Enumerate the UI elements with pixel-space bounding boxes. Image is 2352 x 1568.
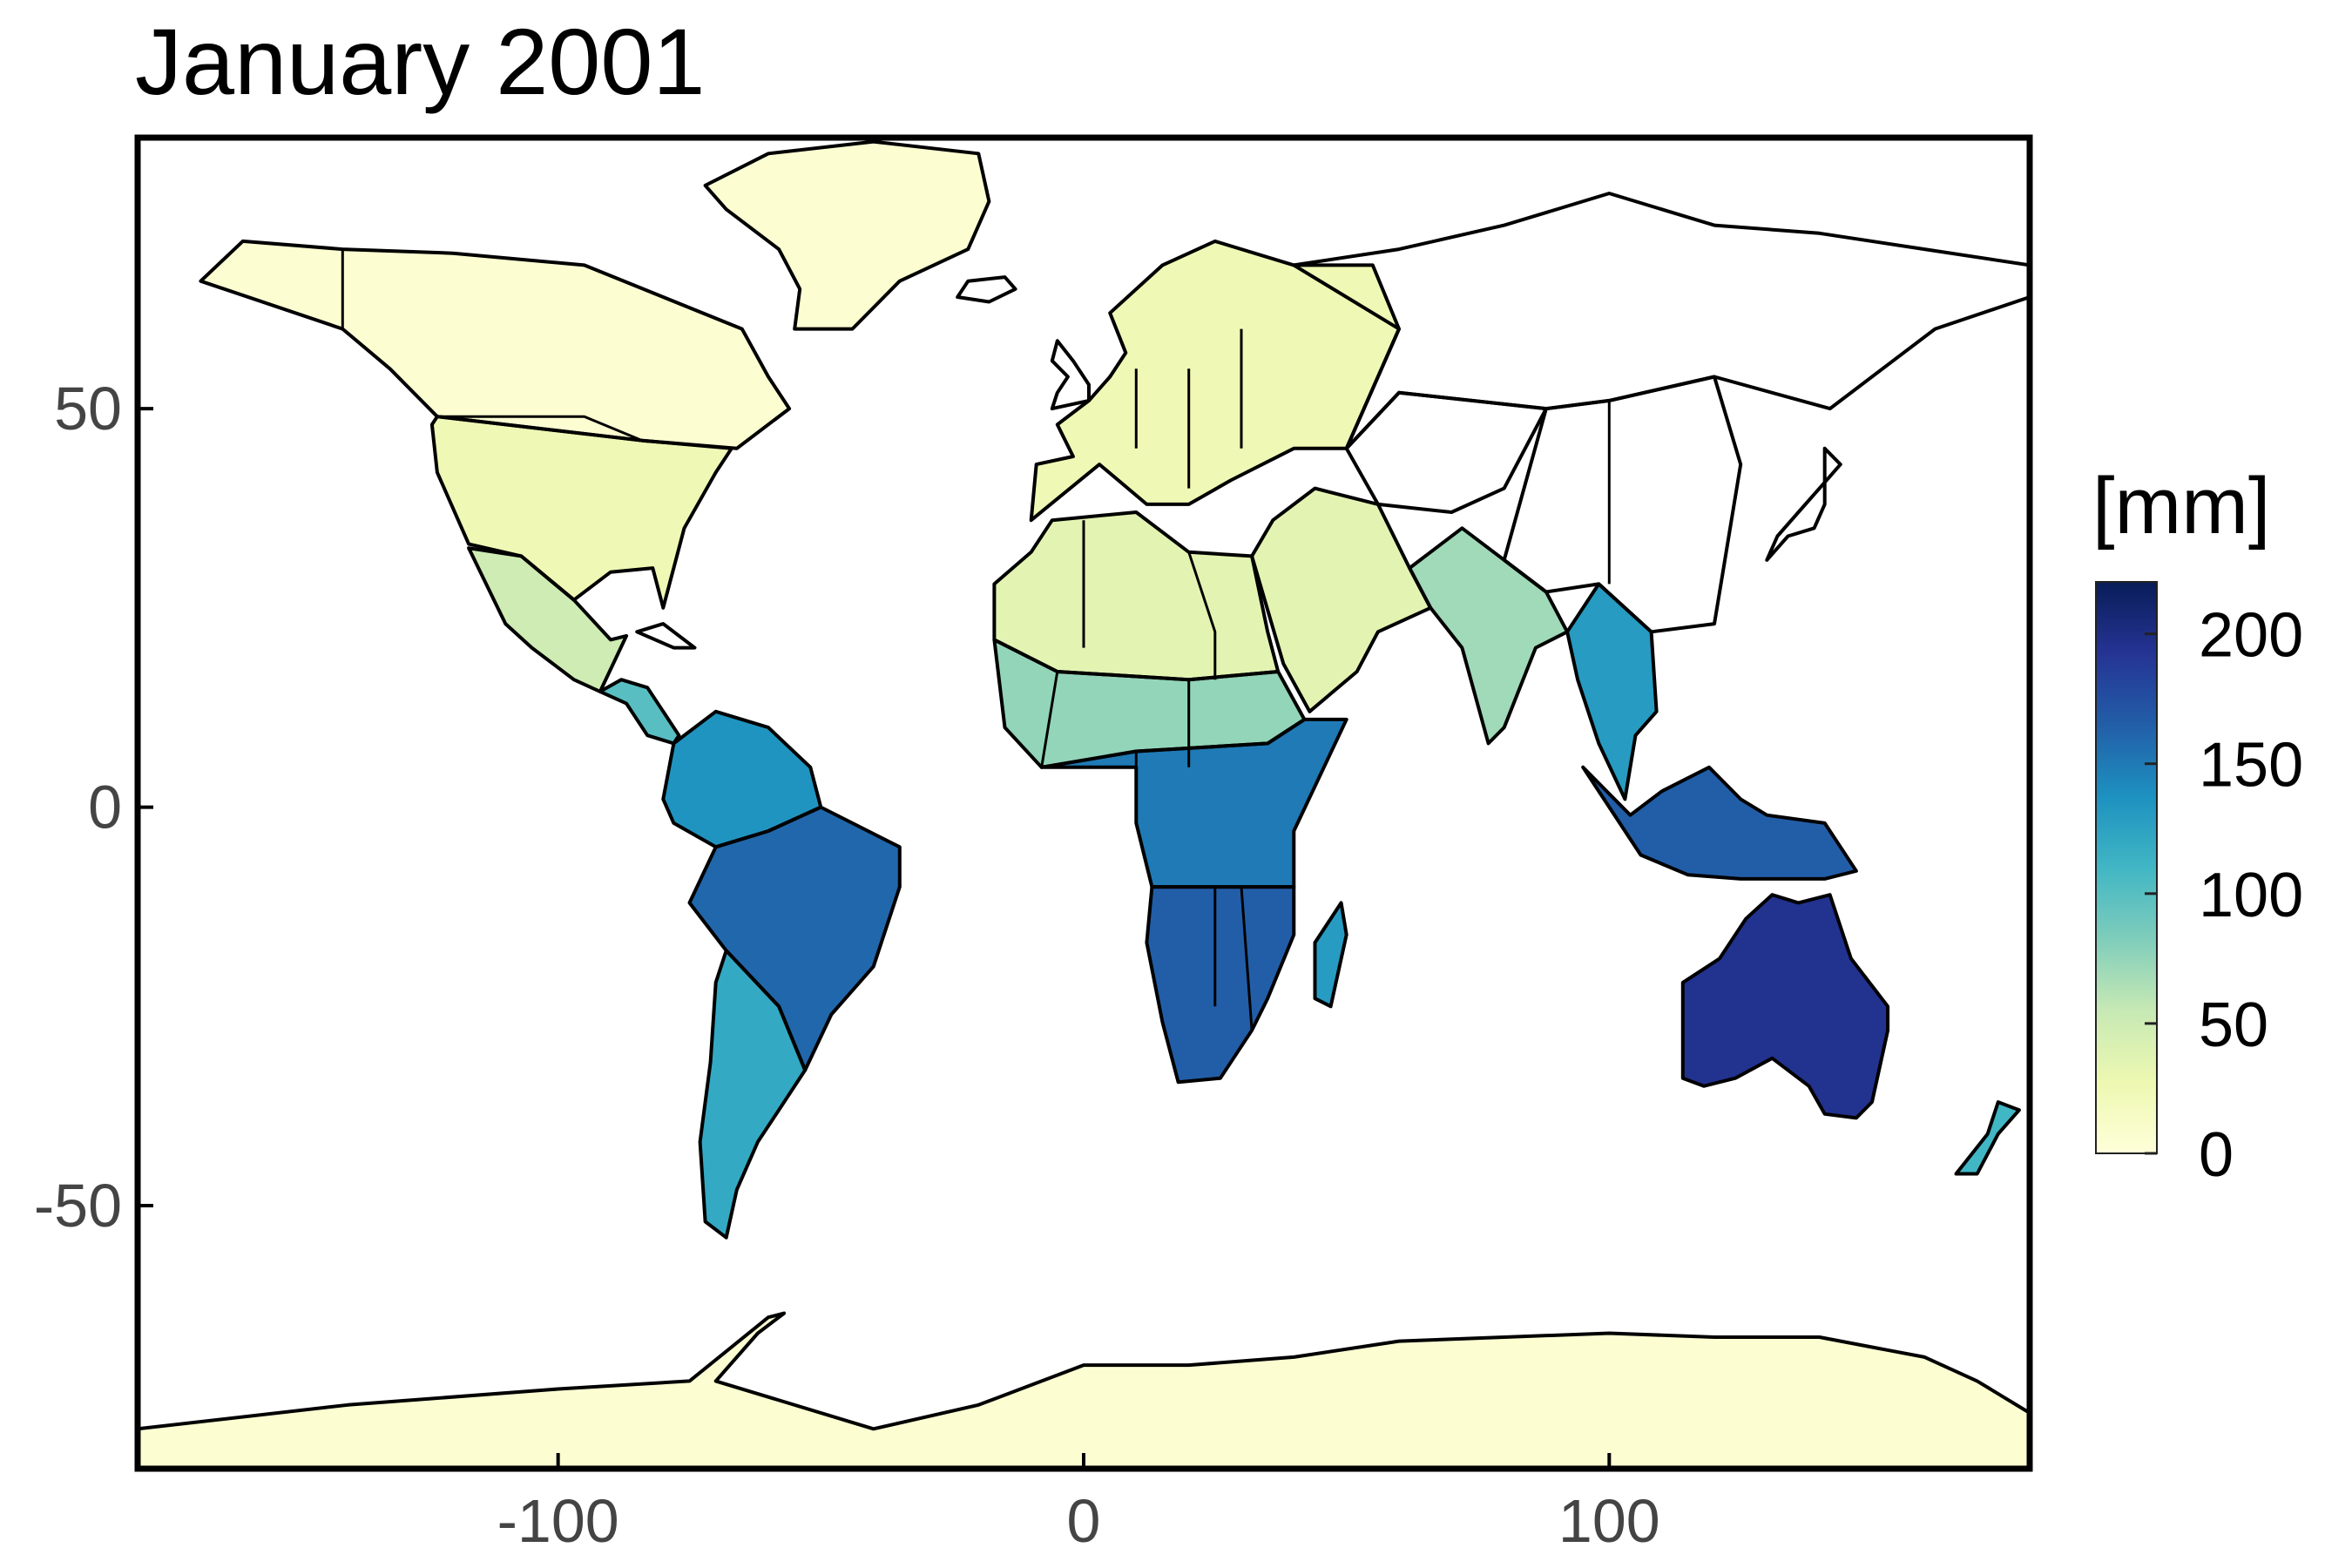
country-border [1503, 558, 1547, 593]
colorbar-tick-label: 50 [2199, 990, 2268, 1060]
coastline-indonesia [1581, 765, 1858, 881]
region-fill-brazil [689, 807, 900, 1071]
country-border [1240, 886, 1254, 1031]
region-fill-greenland [705, 141, 990, 329]
coastline-madagascar [1313, 901, 1348, 1009]
coastline-usa-north [429, 415, 733, 610]
region-fill-australia [1682, 895, 1889, 1119]
y-tick-label: 50 [54, 375, 122, 443]
country-border [688, 829, 769, 904]
region-fill-india [1409, 528, 1568, 744]
map-title: January 2001 [135, 9, 706, 114]
region-fill-central-africa [1041, 719, 1347, 888]
coastline-new-zealand [1954, 1100, 2021, 1176]
region-fill-sahel [994, 639, 1305, 767]
region-fill-middle-east [1252, 488, 1431, 712]
region-fill-central-america [599, 679, 679, 744]
precipitation-fields [138, 141, 2030, 1469]
coastline-australia [1680, 893, 1890, 1120]
colorbar-tick-label: 100 [2199, 861, 2303, 930]
colorbar: [mm] 0 50 100 150 200 [2092, 462, 2303, 1190]
region-fill-southeast-asia [1567, 584, 1657, 800]
region-fill-argentina [700, 950, 806, 1238]
coastline-japan [1765, 446, 1842, 562]
country-border [468, 546, 575, 601]
coastline-iceland [956, 275, 1017, 304]
colorbar-ticks: 0 50 100 150 200 [2145, 601, 2303, 1190]
coastline-greenland [703, 139, 991, 331]
coastline-cuba [635, 622, 697, 650]
x-tick-label: 100 [1558, 1487, 1660, 1555]
region-fill-madagascar [1315, 902, 1347, 1007]
colorbar-title: [mm] [2092, 462, 2270, 551]
colorbar-tick-label: 150 [2199, 731, 2303, 801]
country-border [1187, 551, 1217, 680]
coastline-europe [1029, 239, 1401, 523]
country-border [1040, 671, 1059, 768]
region-fill-southern-africa [1146, 887, 1294, 1083]
region-fill-mexico [469, 548, 627, 692]
colorbar-tick-label: 200 [2199, 601, 2303, 671]
plot-area [138, 138, 2030, 1469]
coastline-britain [1050, 339, 1091, 411]
y-axis: 50 0 -50 [34, 375, 153, 1240]
x-axis: -100 0 100 [497, 1453, 1660, 1555]
coastline-central-asia [1344, 390, 1548, 514]
region-fill-indonesia [1583, 767, 1856, 879]
country-border [1723, 463, 1742, 561]
region-fill-northern-south-america [663, 711, 821, 848]
region-fill-antarctica [138, 1313, 2030, 1469]
region-fill-europe [1031, 240, 1399, 521]
country-border [436, 415, 643, 443]
x-tick-label: -100 [497, 1487, 619, 1555]
x-tick-label: 0 [1067, 1487, 1101, 1555]
region-fill-canada [200, 240, 790, 449]
coastlines-and-borders [138, 139, 2030, 1469]
y-tick-label: 0 [88, 774, 122, 841]
coastline-antarctica [138, 1311, 2030, 1469]
colorbar-scale [2095, 581, 2158, 1154]
y-tick-label: -50 [34, 1172, 122, 1240]
coastline-india [1408, 526, 1570, 746]
region-fill-usa-north [431, 416, 732, 608]
colorbar-tick-label: 0 [2199, 1120, 2234, 1190]
country-border [725, 950, 807, 1071]
